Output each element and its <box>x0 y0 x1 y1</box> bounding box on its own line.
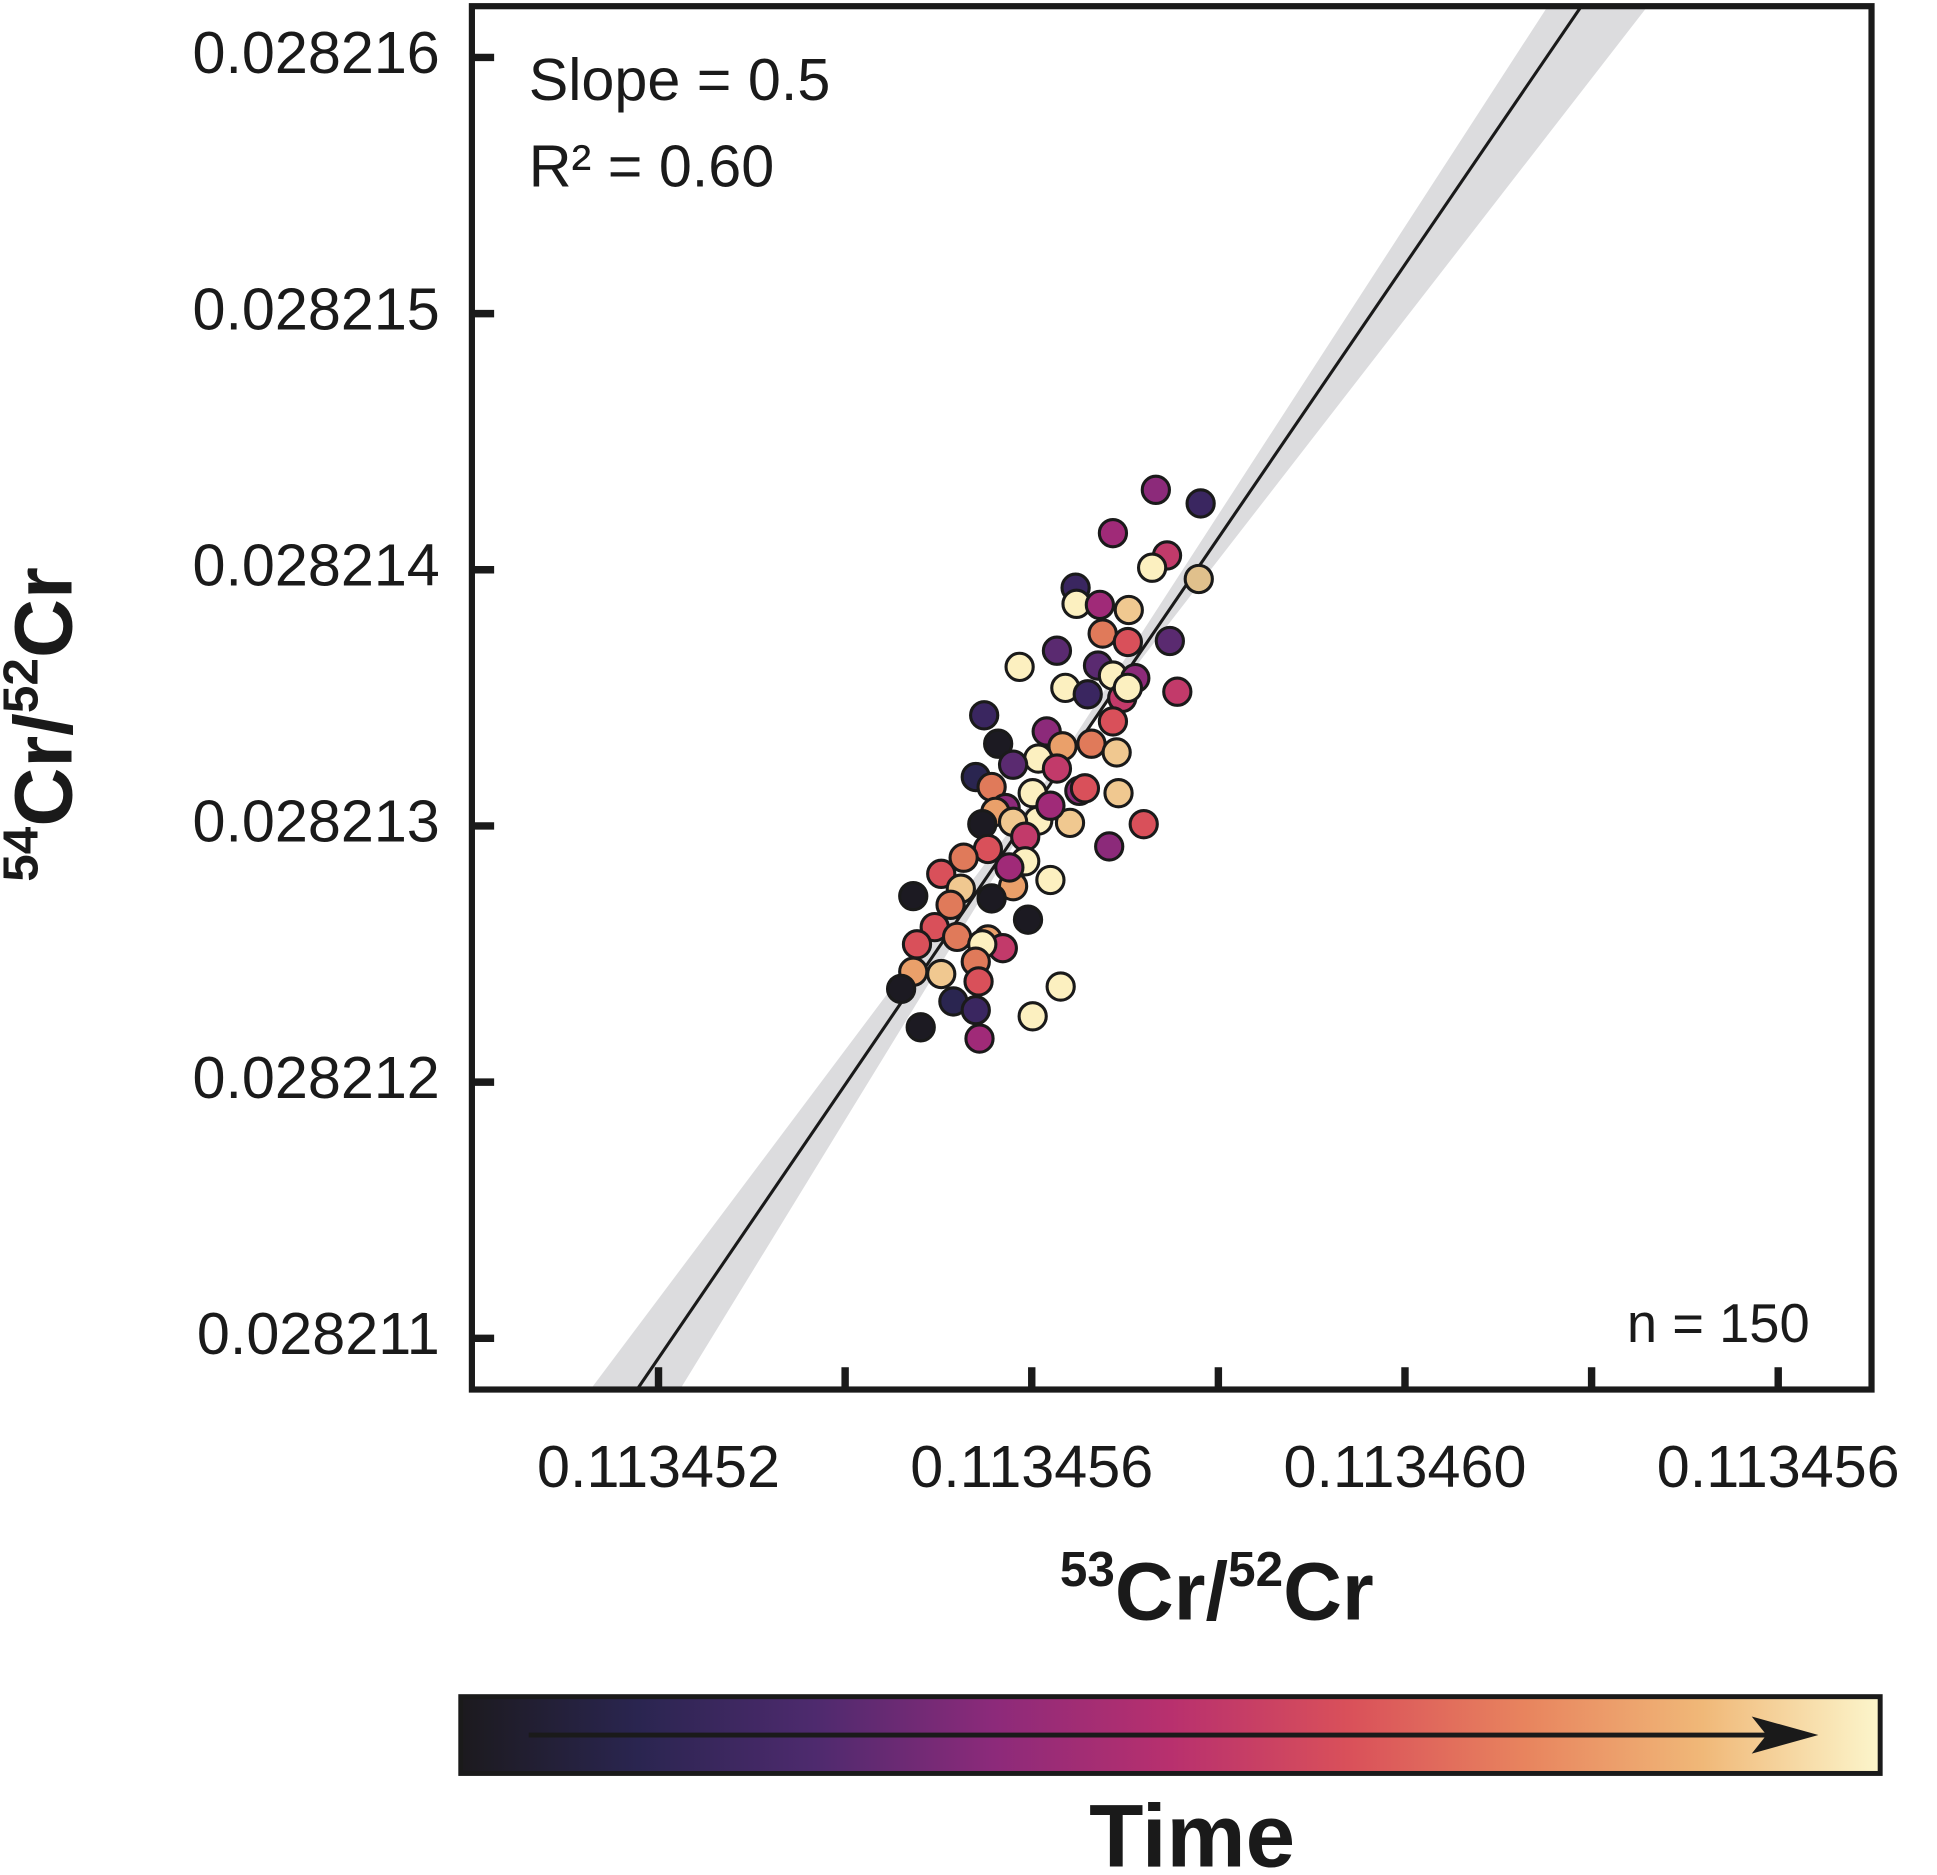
label-superscript: 52 <box>1228 1542 1283 1597</box>
x-tick-label: 0.113456 <box>1657 1433 1900 1500</box>
label-text: Cr <box>1283 1546 1374 1637</box>
data-point <box>941 921 973 953</box>
data-point <box>1072 679 1103 710</box>
data-point <box>901 929 933 960</box>
data-point <box>1054 807 1086 839</box>
slope-annotation: Slope = 0.5 <box>529 46 831 113</box>
x-tick-label: 0.113452 <box>537 1433 780 1500</box>
x-tick-label: 0.113456 <box>910 1433 1153 1500</box>
data-point <box>1113 594 1144 626</box>
label-superscript: 54 <box>0 826 49 882</box>
data-point <box>926 958 957 990</box>
data-point <box>1004 651 1035 683</box>
y-tick-label: 0.028213 <box>192 788 439 855</box>
label-superscript: 53 <box>1060 1542 1115 1597</box>
data-point <box>1136 552 1168 583</box>
data-point <box>1041 635 1073 666</box>
colorbar-label: Time <box>1089 1785 1295 1875</box>
data-point <box>1041 753 1073 784</box>
data-point <box>1183 563 1214 595</box>
data-point <box>1097 517 1129 549</box>
data-point <box>964 1023 995 1054</box>
data-point <box>1017 1001 1048 1032</box>
data-point <box>960 994 991 1026</box>
data-point <box>898 880 929 912</box>
data-point <box>969 700 1000 731</box>
y-tick-label: 0.028212 <box>192 1044 439 1111</box>
data-point <box>948 842 979 873</box>
y-tick-label: 0.028211 <box>197 1300 440 1367</box>
data-point <box>1103 777 1134 809</box>
data-point <box>885 973 917 1005</box>
data-point <box>976 883 1007 914</box>
r2-annotation: R² = 0.60 <box>529 133 775 200</box>
data-point <box>1087 618 1118 649</box>
data-point <box>905 1012 936 1043</box>
data-point <box>1012 904 1044 935</box>
label-text: Cr/ <box>0 713 89 827</box>
data-point <box>1162 676 1193 707</box>
data-point <box>1035 864 1066 896</box>
data-point <box>935 889 966 921</box>
data-point <box>1097 706 1129 737</box>
label-superscript: 52 <box>0 658 49 713</box>
data-point <box>1084 589 1115 621</box>
data-point <box>994 852 1025 883</box>
data-point <box>1112 626 1143 658</box>
data-point <box>1128 808 1159 840</box>
plot-frame <box>468 3 1875 1393</box>
x-axis-label: 53Cr/52Cr <box>1060 1542 1374 1637</box>
data-point <box>1112 672 1143 704</box>
confidence-band <box>590 6 1648 1390</box>
data-point <box>1035 790 1066 821</box>
data-point <box>1101 737 1132 768</box>
x-tick-label: 0.113460 <box>1284 1433 1527 1500</box>
data-point <box>1069 773 1101 804</box>
y-tick-label: 0.028216 <box>192 19 439 86</box>
colorbar-arrowhead <box>1751 1716 1819 1754</box>
data-point <box>1076 728 1107 759</box>
y-axis-label: 54Cr/52Cr <box>0 567 89 882</box>
data-point <box>1154 625 1185 657</box>
plot-area <box>590 6 1648 1390</box>
data-point <box>997 749 1029 780</box>
data-point <box>1045 971 1076 1002</box>
data-point <box>1140 474 1171 506</box>
data-point <box>983 728 1014 759</box>
data-point <box>963 966 994 997</box>
y-tick-label: 0.028214 <box>192 531 439 598</box>
label-text: Cr <box>0 567 89 658</box>
y-tick-label: 0.028215 <box>192 275 439 342</box>
data-point <box>967 808 998 840</box>
data-point <box>1094 831 1125 862</box>
label-text: Cr/ <box>1115 1546 1228 1637</box>
data-point <box>1185 488 1216 519</box>
n-annotation: n = 150 <box>1627 1293 1810 1354</box>
